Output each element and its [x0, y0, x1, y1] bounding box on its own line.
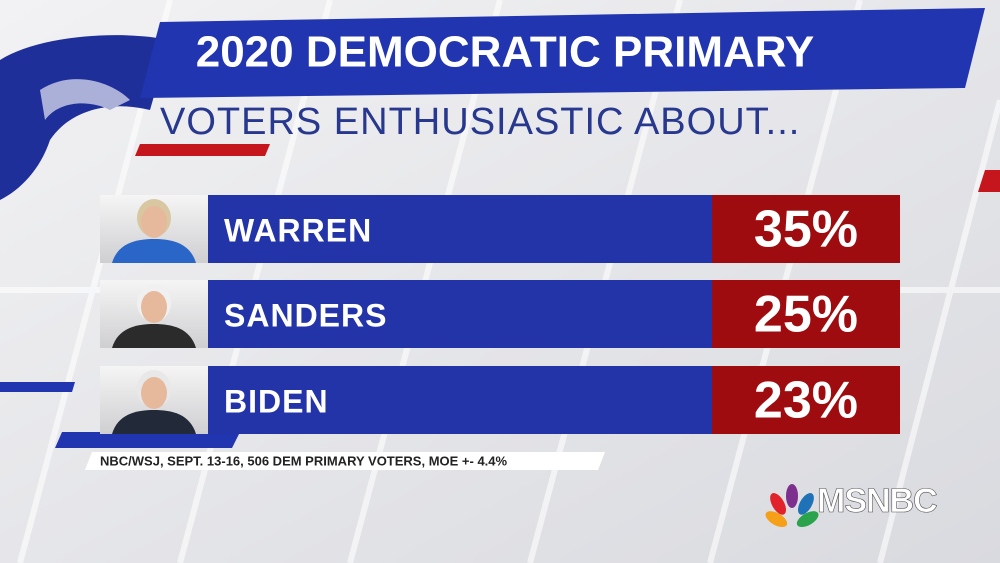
- candidate-name: WARREN: [224, 212, 372, 248]
- value-box: [712, 366, 900, 434]
- photo-body: [112, 324, 196, 348]
- candidate-value: 25%: [754, 286, 858, 344]
- photo-face: [141, 206, 167, 238]
- value-box: [712, 195, 900, 263]
- ribbon-shine: [40, 79, 130, 120]
- value-box: [712, 280, 900, 348]
- logo: MSNBC: [817, 482, 937, 520]
- row: BIDEN 23%: [100, 366, 900, 434]
- accent-line: [978, 170, 1000, 192]
- title: 2020 DEMOCRATIC PRIMARY: [196, 28, 815, 77]
- photo-body: [112, 410, 196, 434]
- candidate-value: 23%: [754, 372, 858, 430]
- rows: WARREN 35% SANDERS 25% BIDEN 23%: [100, 195, 900, 434]
- peacock: [765, 484, 819, 528]
- accent-line: [0, 382, 75, 392]
- photo-face: [141, 377, 167, 409]
- accent-line: [55, 432, 240, 448]
- accent-line: [135, 144, 270, 156]
- row: WARREN 35%: [100, 195, 900, 263]
- photo-face: [141, 291, 167, 323]
- candidate-value: 35%: [754, 201, 858, 259]
- source: NBC/WSJ, SEPT. 13-16, 506 DEM PRIMARY VO…: [100, 453, 508, 468]
- row: SANDERS 25%: [100, 280, 900, 348]
- name-bar: [208, 195, 712, 263]
- candidate-name: BIDEN: [224, 383, 329, 419]
- source-strip: [85, 452, 605, 470]
- title-banner: [140, 8, 985, 98]
- ribbon-curl: [0, 35, 170, 201]
- candidate-name: SANDERS: [224, 297, 387, 333]
- subtitle: VOTERS ENTHUSIASTIC ABOUT...: [160, 101, 800, 143]
- photo-body: [112, 239, 196, 263]
- name-bar: [208, 366, 712, 434]
- name-bar: [208, 280, 712, 348]
